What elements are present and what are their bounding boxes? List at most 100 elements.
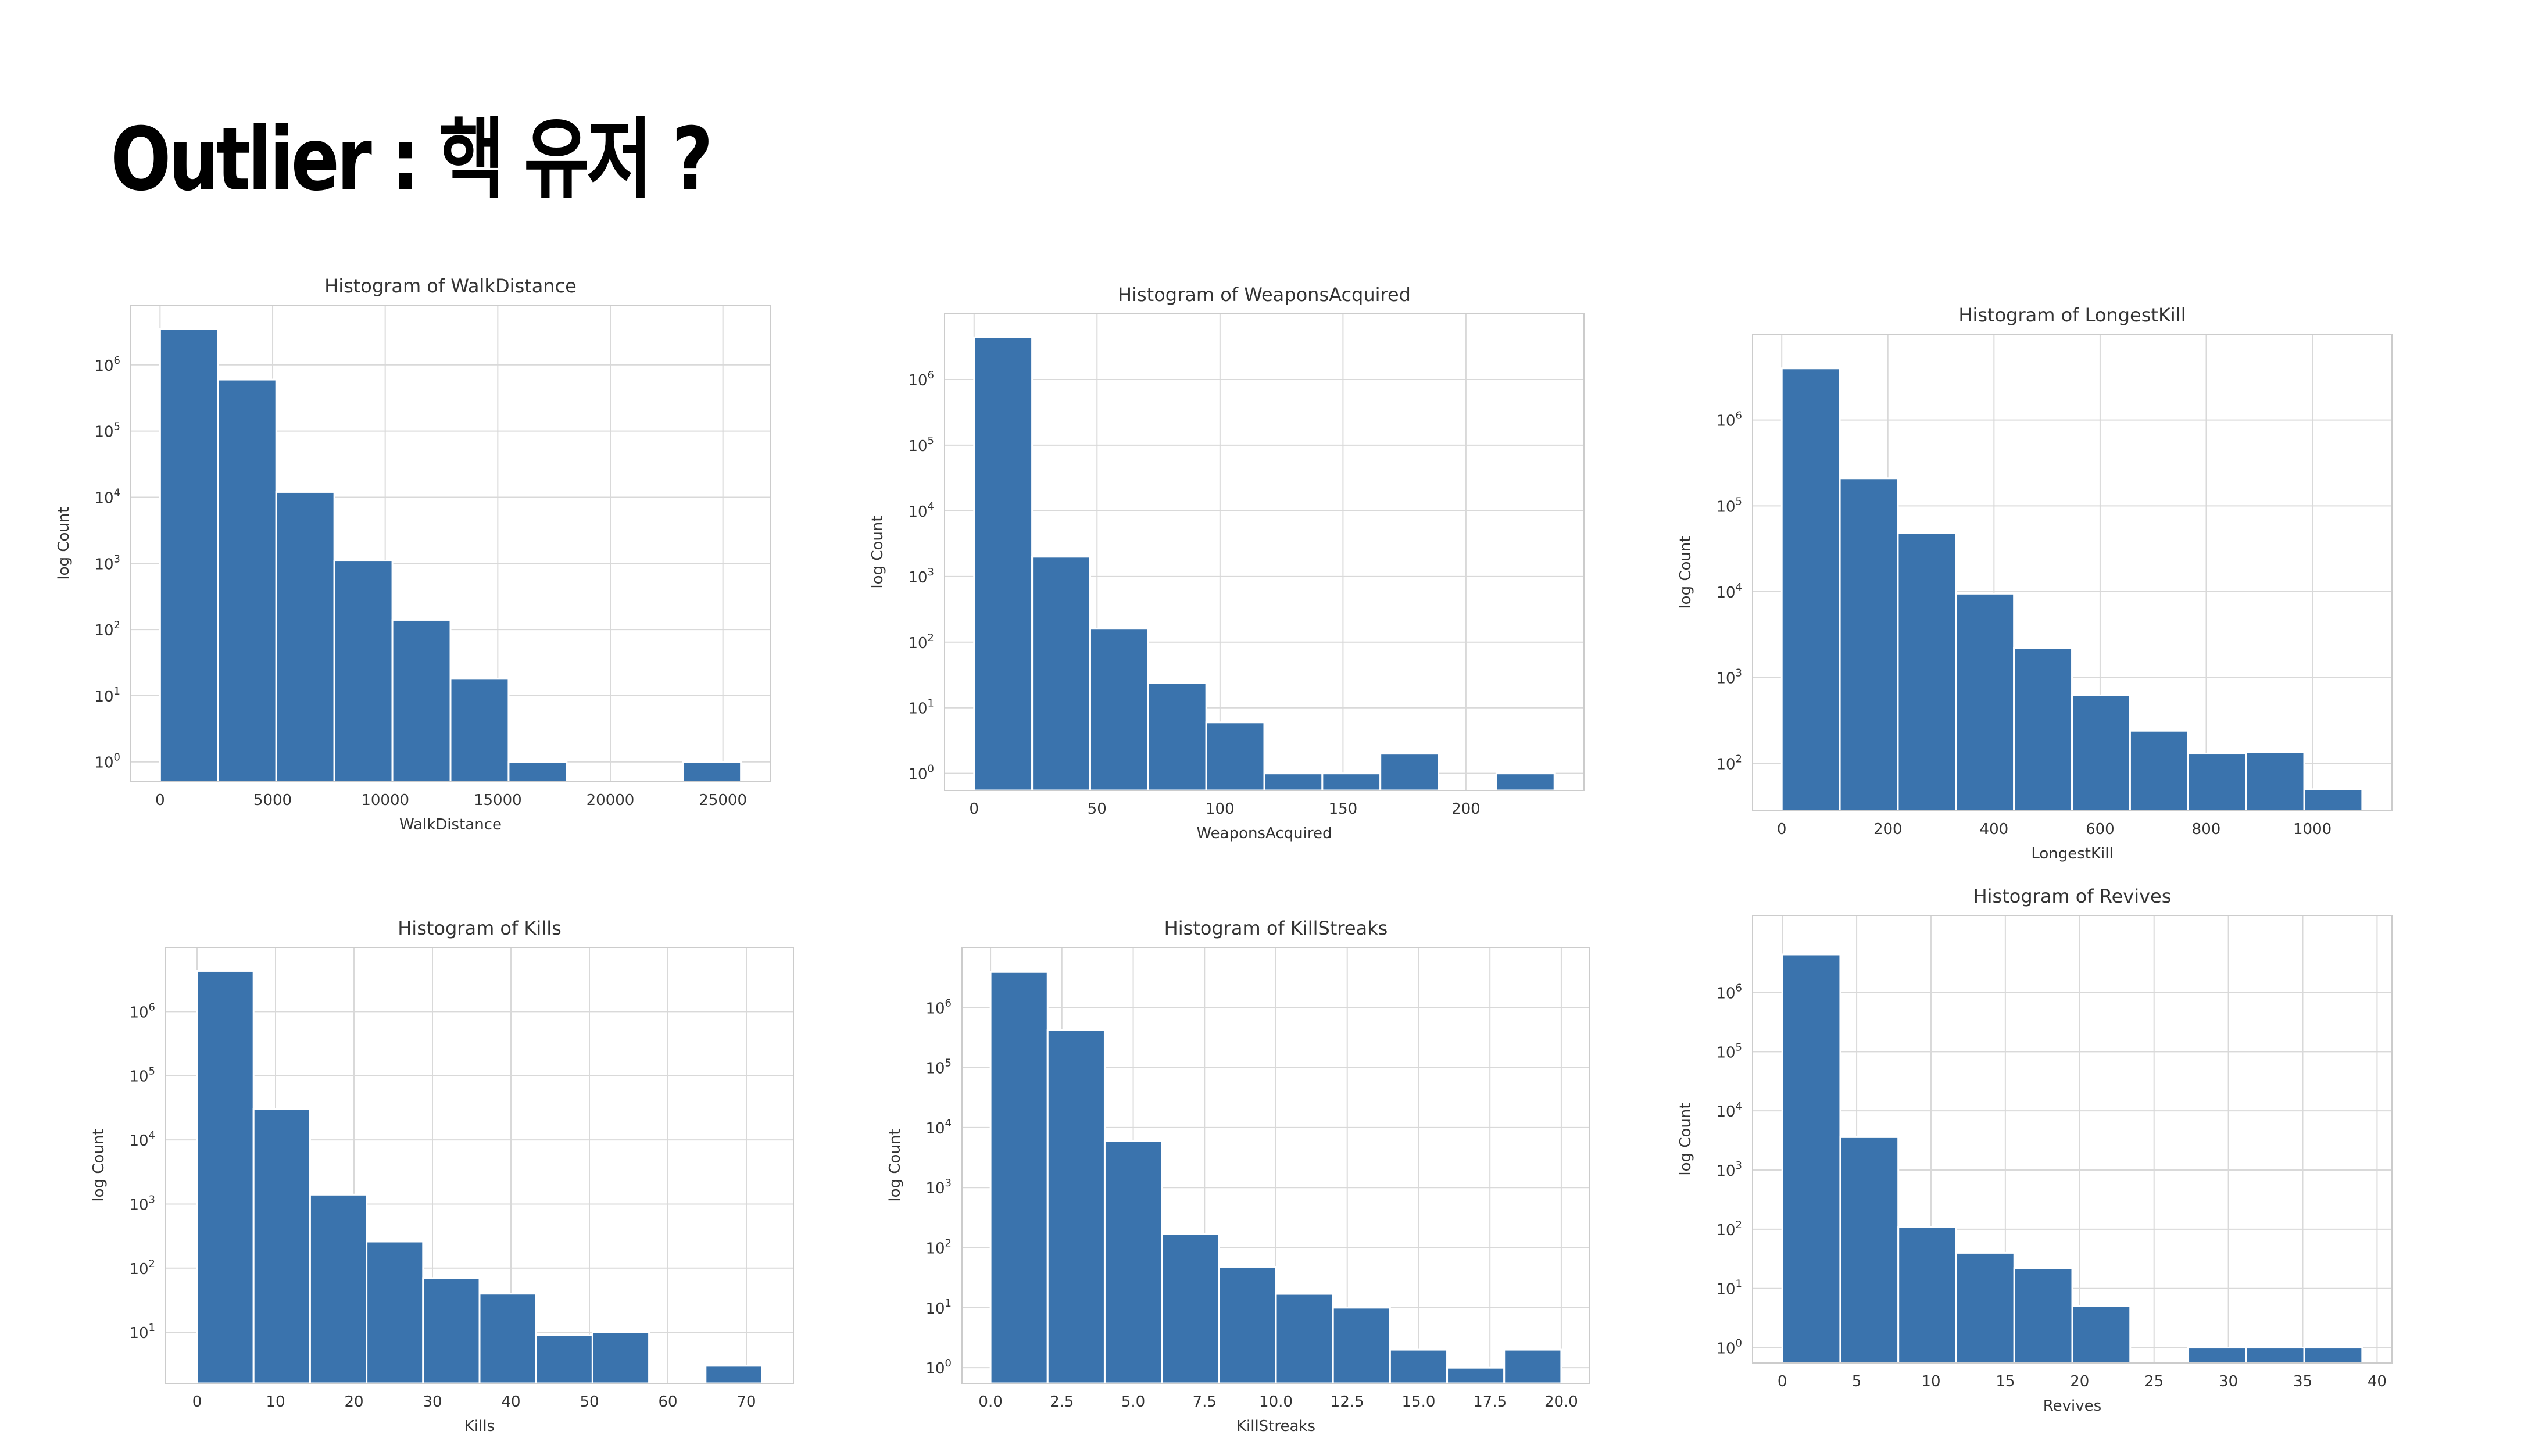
c3-bar-3 (366, 1240, 424, 1385)
c4-bar-0 (989, 971, 1049, 1385)
c0-xtick-1: 5000 (253, 792, 292, 809)
c4-bar-8 (1446, 1366, 1506, 1385)
c4-xtick-5: 12.5 (1331, 1393, 1364, 1411)
c1-ylabel: log Count (869, 516, 886, 588)
histogram-weaponsacquired: Histogram of WeaponsAcquired 0 50 100 150 200… (869, 284, 1585, 842)
c0-xlabel: WalkDistance (399, 816, 502, 833)
c1-bar-3 (1147, 682, 1207, 792)
c5-xtick-5: 25 (2144, 1373, 2164, 1390)
c2-frame (1752, 334, 2393, 811)
c3-title: Histogram of Kills (398, 917, 562, 939)
c0-ytick-2: 102 (94, 619, 120, 639)
c4-xtick-6: 15.0 (1402, 1393, 1436, 1411)
c0-bar-0 (159, 328, 219, 783)
c5-ylabel: log Count (1677, 1103, 1694, 1175)
c3-bar-5 (478, 1293, 537, 1385)
c3-xtick-0: 0 (192, 1393, 202, 1411)
c4-xtick-7: 17.5 (1473, 1393, 1507, 1411)
c3-ylabel: log Count (90, 1129, 108, 1201)
c3-xtick-5: 50 (580, 1393, 599, 1411)
c2-bar-8 (2245, 751, 2305, 812)
c3-ytick-3: 104 (129, 1129, 155, 1150)
c1-frame (944, 313, 1585, 791)
c5-xtick-6: 30 (2219, 1373, 2238, 1390)
c2-bar-6 (2129, 729, 2189, 812)
c0-ytick-1: 101 (94, 685, 120, 706)
c5-xtick-2: 10 (1921, 1373, 1940, 1390)
c2-bar-1 (1839, 477, 1899, 812)
c5-ytick-6: 106 (1716, 982, 1742, 1003)
c2-bar-3 (1955, 592, 2015, 812)
c0-bar-2 (275, 491, 335, 783)
c3-xtick-7: 70 (736, 1393, 756, 1411)
c5-bar-1 (1839, 1136, 1900, 1364)
c1-ytick-4: 104 (908, 500, 934, 521)
c0-bar-9 (682, 761, 742, 783)
c5-ytick-0: 100 (1716, 1337, 1742, 1358)
c3-bar-1 (252, 1108, 311, 1385)
c1-bar-0 (973, 336, 1034, 792)
c4-bar-1 (1046, 1029, 1106, 1385)
c2-ytick-0: 102 (1716, 753, 1742, 773)
c1-xtick-4: 200 (1451, 800, 1481, 818)
c3-bar-6 (535, 1334, 593, 1385)
c4-ytick-3: 103 (925, 1177, 952, 1197)
c4-bar-9 (1503, 1348, 1562, 1385)
c1-title: Histogram of WeaponsAcquired (1118, 284, 1411, 306)
c5-bar-2 (1897, 1226, 1957, 1364)
c5-bar-0 (1781, 953, 1841, 1364)
c0-bar-5 (449, 678, 510, 783)
c2-xtick-5: 1000 (2293, 821, 2332, 838)
c2-xtick-0: 0 (1777, 821, 1787, 838)
c5-xtick-1: 5 (1852, 1373, 1862, 1390)
c4-xtick-8: 20.0 (1544, 1393, 1578, 1411)
c5-xtick-0: 0 (1778, 1373, 1787, 1390)
c1-ytick-3: 103 (908, 566, 934, 586)
c0-ytick-0: 100 (94, 752, 120, 772)
c5-ytick-2: 102 (1716, 1219, 1742, 1239)
c3-xtick-4: 40 (501, 1393, 520, 1411)
c4-bar-4 (1218, 1265, 1277, 1385)
c3-bar-0 (196, 970, 255, 1385)
c2-xtick-2: 400 (1980, 821, 2009, 838)
c4-bar-3 (1161, 1233, 1220, 1385)
c2-xtick-1: 200 (1873, 821, 1903, 838)
histogram-kills: Histogram of Kills 0 10 20 30 40 50 60 70 101 102 1… (90, 917, 794, 1435)
c2-xtick-4: 800 (2192, 821, 2221, 838)
c0-ytick-5: 105 (94, 421, 120, 441)
c1-xlabel: WeaponsAcquired (1197, 825, 1332, 842)
c0-xtick-0: 0 (155, 792, 165, 809)
c4-ylabel: log Count (886, 1129, 904, 1201)
c0-bar-4 (391, 618, 452, 783)
c0-xtick-4: 20000 (587, 792, 635, 809)
c4-xtick-2: 5.0 (1121, 1393, 1145, 1411)
c2-bar-5 (2071, 694, 2131, 812)
histogram-longestkill: Histogram of LongestKill 0 200 400 600 800 100… (1677, 304, 2393, 863)
c3-ytick-1: 102 (129, 1258, 155, 1278)
c1-xtick-0: 0 (969, 800, 979, 818)
c1-xtick-3: 150 (1329, 800, 1358, 818)
c3-ytick-5: 106 (129, 1001, 155, 1021)
c1-bar-7 (1379, 753, 1440, 792)
c4-title: Histogram of KillStreaks (1164, 917, 1388, 939)
histogram-killstreaks: Histogram of KillStreaks 0.0 2.5 5.0 7.5 10.0… (886, 917, 1590, 1435)
c3-bar-9 (705, 1365, 763, 1385)
c2-ylabel: log Count (1677, 536, 1694, 609)
histogram-revives: Histogram of Revives 0 5 10 15 20 25 30 35 40 100 1… (1677, 885, 2393, 1415)
c4-xtick-4: 10.0 (1259, 1393, 1293, 1411)
c4-ytick-5: 105 (925, 1057, 952, 1078)
c5-bar-3 (1955, 1251, 2015, 1364)
c0-bar-3 (333, 560, 394, 783)
c3-xtick-6: 60 (658, 1393, 677, 1411)
c5-ytick-3: 103 (1716, 1160, 1742, 1180)
c4-xtick-3: 7.5 (1193, 1393, 1217, 1411)
c4-bar-5 (1275, 1293, 1334, 1385)
c2-ytick-1: 103 (1716, 667, 1742, 688)
c0-xtick-2: 10000 (361, 792, 409, 809)
c3-xtick-1: 10 (266, 1393, 285, 1411)
c4-frame (961, 947, 1590, 1384)
c5-xtick-7: 35 (2293, 1373, 2312, 1390)
c3-xtick-2: 20 (344, 1393, 363, 1411)
c4-bar-2 (1103, 1140, 1163, 1385)
c4-ytick-4: 104 (925, 1117, 952, 1137)
